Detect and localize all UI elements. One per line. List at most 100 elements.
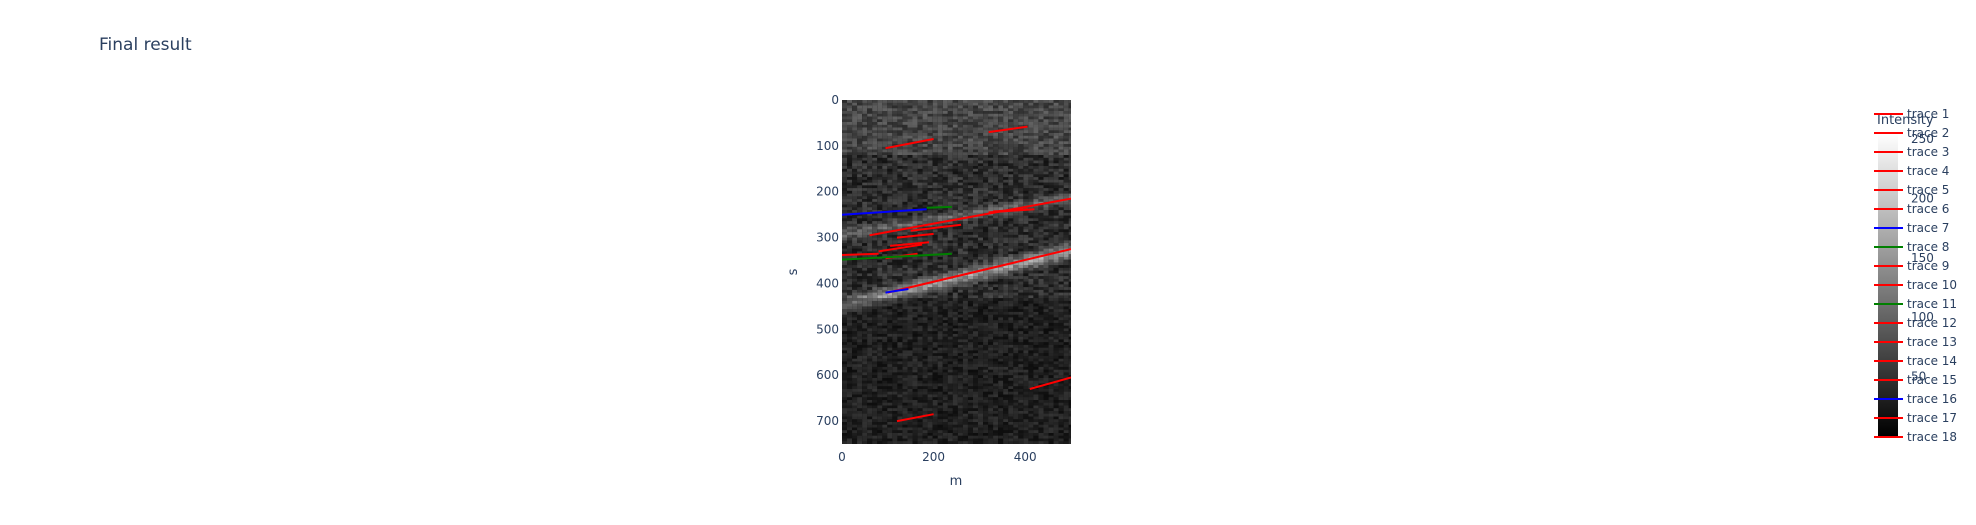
- heatmap-cell: [932, 141, 938, 145]
- heatmap-cell: [993, 199, 999, 203]
- heatmap-cell: [862, 259, 868, 263]
- heatmap-cell: [1053, 276, 1059, 280]
- heatmap-cell: [957, 243, 963, 247]
- heatmap-cell: [1023, 141, 1029, 145]
- heatmap-cell: [902, 278, 908, 282]
- heatmap-cell: [962, 320, 968, 324]
- heatmap-cell: [872, 133, 878, 136]
- heatmap-cell: [968, 116, 973, 120]
- heatmap-cell: [887, 135, 893, 139]
- heatmap-cell: [947, 122, 953, 125]
- heatmap-cell: [973, 366, 978, 370]
- heatmap-cell: [932, 113, 938, 117]
- heatmap-cell: [922, 287, 928, 291]
- heatmap-cell: [907, 229, 913, 233]
- heatmap-cell: [1033, 325, 1039, 329]
- heatmap-cell: [1053, 320, 1059, 324]
- heatmap-cell: [932, 166, 938, 169]
- heatmap-cell: [962, 391, 968, 395]
- heatmap-cell: [1043, 105, 1049, 109]
- heatmap-cell: [872, 171, 878, 175]
- heatmap-cell: [847, 141, 852, 145]
- heatmap-cell: [862, 273, 868, 277]
- heatmap-cell: [1023, 149, 1029, 153]
- heatmap-cell: [847, 237, 852, 241]
- heatmap-cell: [1068, 215, 1071, 219]
- heatmap-cell: [902, 270, 908, 274]
- heatmap-cell: [962, 289, 968, 293]
- heatmap-cell: [968, 267, 973, 271]
- heatmap-cell: [907, 100, 913, 103]
- heatmap-cell: [882, 325, 888, 329]
- heatmap-cell: [1018, 317, 1024, 321]
- heatmap-cell: [1013, 146, 1019, 150]
- heatmap-cell: [917, 325, 923, 329]
- heatmap-cell: [1013, 229, 1019, 233]
- heatmap-cell: [1013, 314, 1019, 318]
- heatmap-cell: [1028, 166, 1034, 169]
- heatmap-cell: [847, 328, 852, 332]
- heatmap-cell: [1063, 245, 1069, 249]
- heatmap-cell: [887, 179, 893, 183]
- heatmap-cell: [892, 353, 898, 357]
- heatmap-cell: [1068, 311, 1071, 315]
- heatmap-cell: [988, 152, 994, 156]
- heatmap-cell: [862, 347, 868, 351]
- heatmap-cell: [1063, 146, 1069, 150]
- heatmap-cell: [932, 201, 938, 205]
- heatmap-cell: [1068, 124, 1071, 128]
- heatmap-cell: [1003, 188, 1009, 192]
- heatmap-cell: [957, 113, 963, 117]
- heatmap-cell: [847, 113, 852, 117]
- heatmap-cell: [1023, 281, 1029, 285]
- heatmap-cell: [962, 124, 968, 128]
- heatmap-cell: [968, 309, 973, 313]
- heatmap-cell: [937, 306, 943, 310]
- heatmap-cell: [882, 152, 888, 156]
- heatmap-cell: [937, 394, 943, 398]
- heatmap-cell: [942, 188, 948, 192]
- heatmap-cell: [973, 232, 978, 236]
- heatmap-cell: [842, 311, 847, 315]
- heatmap-cell: [1018, 182, 1024, 186]
- heatmap-cell: [993, 122, 999, 125]
- heatmap-cell: [872, 152, 878, 156]
- heatmap-cell: [912, 273, 918, 277]
- heatmap-cell: [1063, 344, 1069, 348]
- heatmap-cell: [872, 278, 878, 282]
- heatmap-cell: [857, 267, 863, 271]
- heatmap-cell: [892, 185, 898, 189]
- heatmap-cell: [942, 389, 948, 392]
- heatmap-cell: [882, 276, 888, 280]
- heatmap-cell: [1053, 386, 1059, 390]
- heatmap-cell: [887, 380, 893, 384]
- heatmap-cell: [1013, 204, 1019, 208]
- heatmap-cell: [862, 146, 868, 150]
- heatmap-cell: [1048, 133, 1054, 136]
- heatmap-cell: [932, 342, 938, 346]
- heatmap-cell: [907, 207, 913, 211]
- heatmap-cell: [952, 366, 958, 370]
- heatmap-cell: [917, 113, 923, 117]
- heatmap-cell: [937, 303, 943, 307]
- heatmap-cell: [1058, 226, 1064, 230]
- heatmap-cell: [1038, 166, 1044, 169]
- heatmap-cell: [847, 278, 852, 282]
- heatmap-cell: [907, 146, 913, 150]
- heatmap-cell: [1023, 160, 1029, 164]
- heatmap-cell: [907, 353, 913, 357]
- heatmap-cell: [912, 193, 918, 197]
- heatmap-cell: [1018, 342, 1024, 346]
- heatmap-cell: [897, 127, 903, 131]
- heatmap-cell: [1048, 322, 1054, 326]
- heatmap-cell: [922, 383, 928, 387]
- heatmap-cell: [937, 344, 943, 348]
- heatmap-cell: [857, 336, 863, 340]
- heatmap-cell: [1018, 166, 1024, 169]
- heatmap-cell: [1048, 270, 1054, 274]
- heatmap-cell: [882, 383, 888, 387]
- heatmap-cell: [1003, 344, 1009, 348]
- heatmap-cell: [1053, 171, 1059, 175]
- heatmap-cell: [1013, 333, 1019, 337]
- heatmap-cell: [857, 177, 863, 181]
